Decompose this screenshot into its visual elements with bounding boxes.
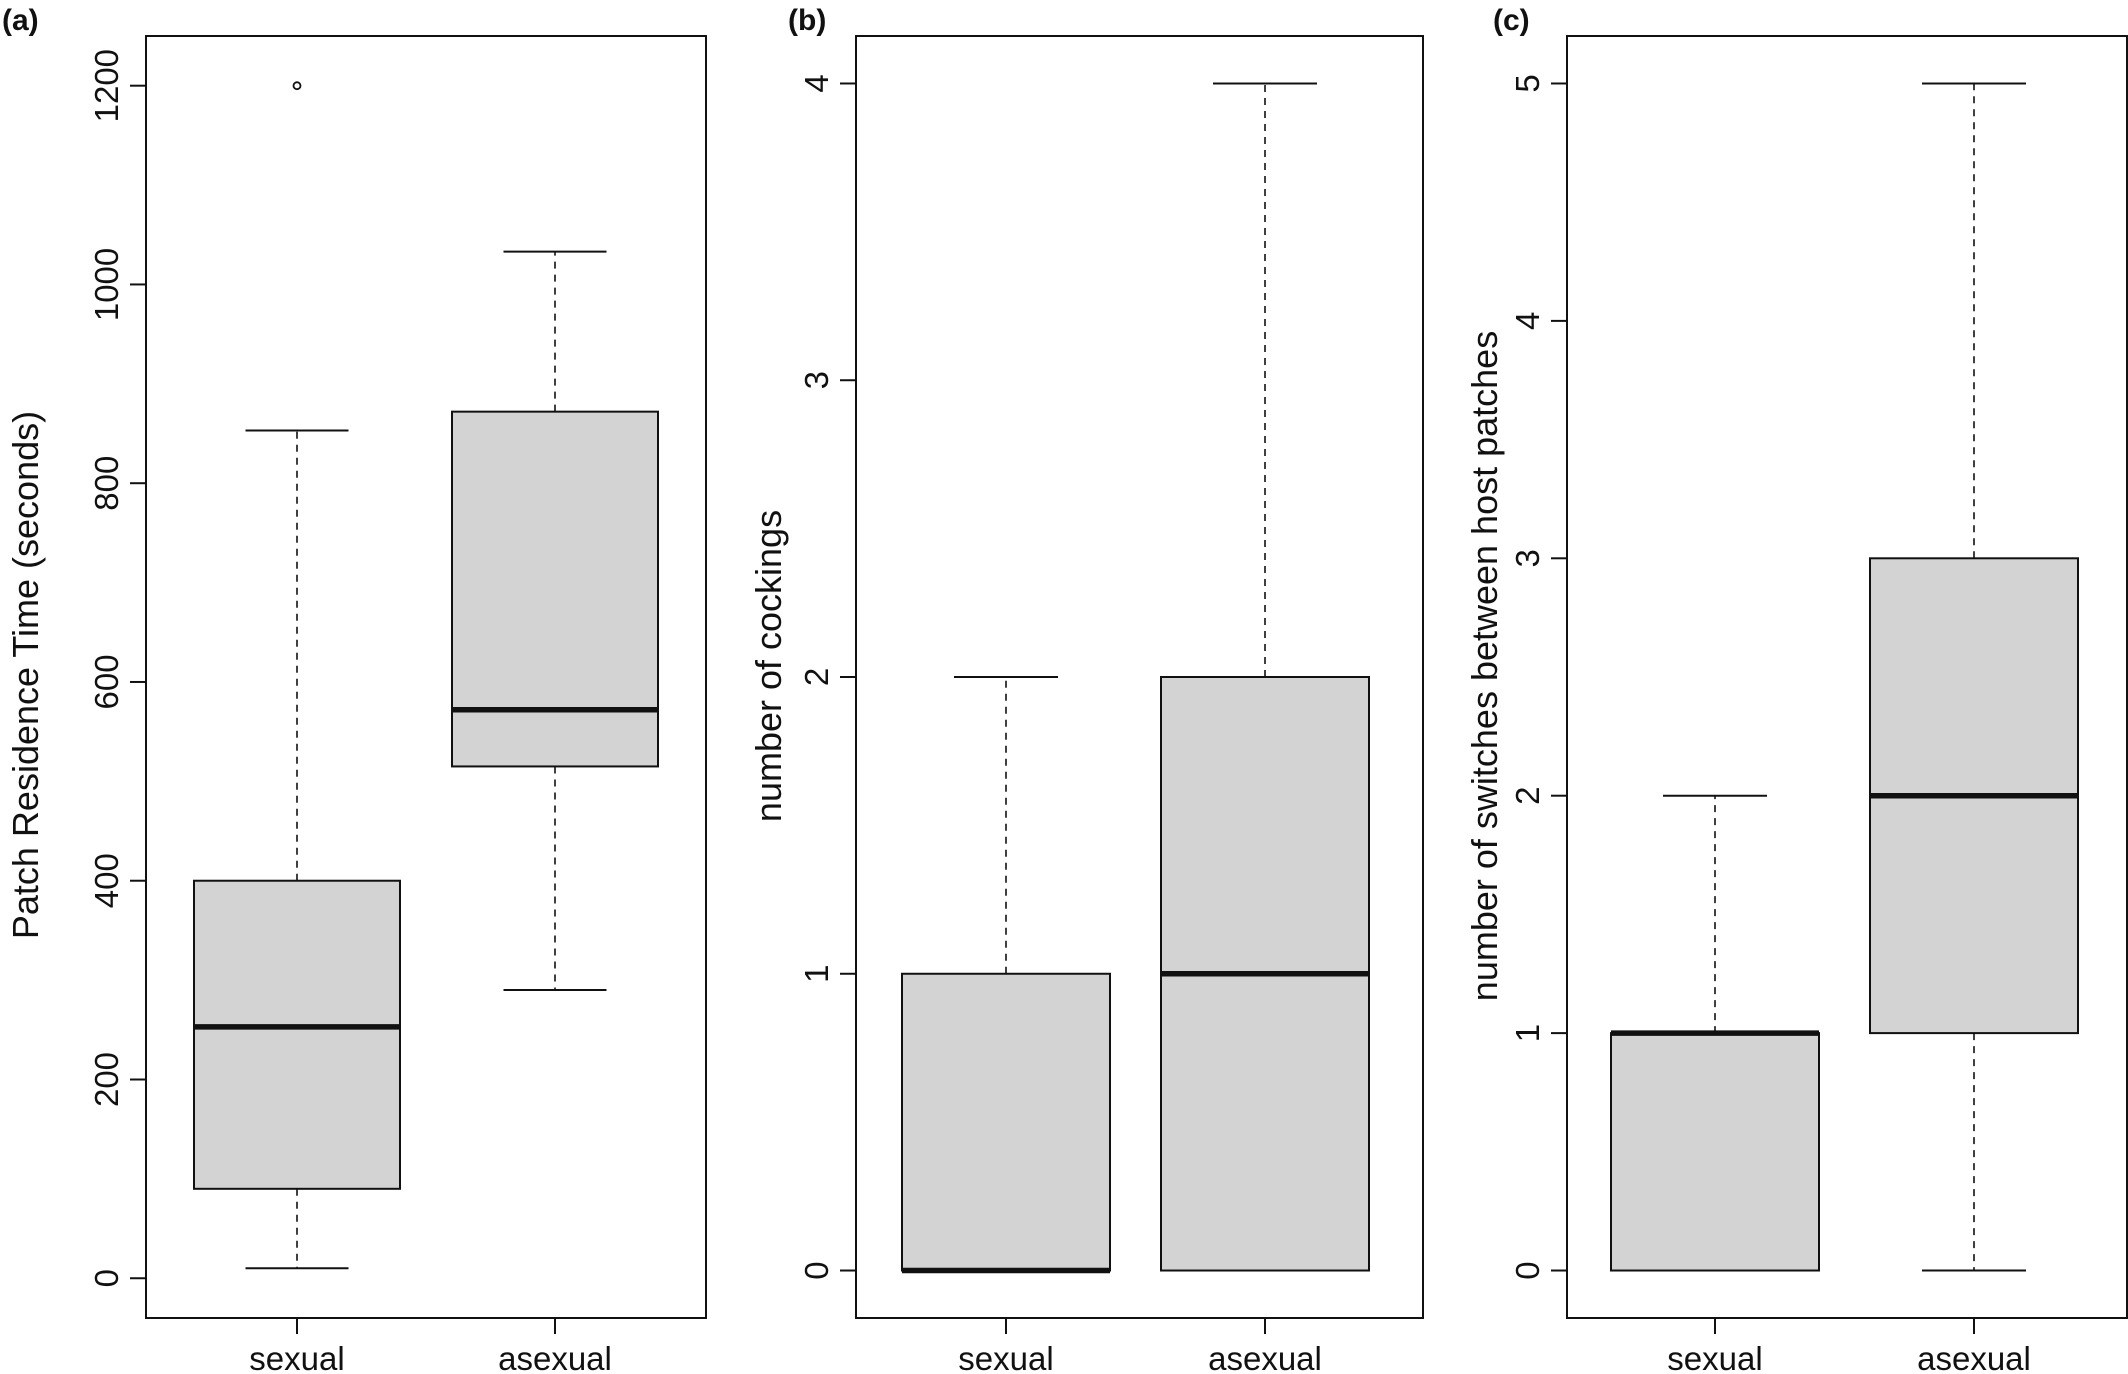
panel-b: (b) number of cockings <box>748 4 826 822</box>
y-tick-label: 4 <box>798 74 835 92</box>
x-category-label: asexual <box>1917 1340 2031 1374</box>
x-category-label: sexual <box>249 1340 344 1374</box>
x-category-label: sexual <box>958 1340 1053 1374</box>
y-tick-label: 1200 <box>88 49 125 122</box>
iqr-box <box>901 972 1111 1272</box>
box-asexual <box>1160 82 1370 1272</box>
x-category-label: asexual <box>1208 1340 1322 1374</box>
plot-area-1: 0 200 400 600 800 1000 1200 sexual asexual <box>88 35 707 1374</box>
outlier-point <box>292 81 302 91</box>
y-tick-label: 2 <box>1509 787 1546 805</box>
y-tick-label: 3 <box>798 371 835 389</box>
box-sexual <box>1610 794 1820 1272</box>
box-asexual <box>451 250 659 992</box>
y-tick-label: 200 <box>88 1052 125 1107</box>
plot-frame <box>145 35 707 1319</box>
iqr-box <box>1610 1032 1820 1272</box>
y-tick-label: 5 <box>1509 74 1546 92</box>
panel-label-c: (c) <box>1493 4 1530 37</box>
y-axis-title-a: Patch Residence Time (seconds) <box>5 411 46 939</box>
y-tick-label: 400 <box>88 853 125 908</box>
y-axis-title-c: number of switches between host patches <box>1464 331 1505 1001</box>
plot-area-3: 0 1 2 3 4 5 sexual asexual <box>1509 35 2128 1374</box>
plot-frame <box>1566 35 2128 1319</box>
panel-label-a: (a) <box>2 4 39 37</box>
box-asexual <box>1869 82 2079 1272</box>
box-sexual <box>901 676 1111 1274</box>
y-tick-label: 800 <box>88 456 125 511</box>
panel-c: (c) number of switches between host patc… <box>1464 4 1530 1001</box>
y-tick-label: 2 <box>798 668 835 686</box>
y-tick-label: 1000 <box>88 248 125 321</box>
y-tick-label: 1 <box>798 965 835 983</box>
y-tick-label: 3 <box>1509 549 1546 567</box>
panel-label-b: (b) <box>788 4 826 37</box>
y-tick-label: 0 <box>798 1261 835 1279</box>
y-tick-label: 600 <box>88 654 125 709</box>
y-tick-label: 4 <box>1509 312 1546 330</box>
y-axis-title-b: number of cockings <box>748 510 789 822</box>
y-tick-label: 1 <box>1509 1024 1546 1042</box>
x-category-label: asexual <box>498 1340 612 1374</box>
plot-area-2: 0 1 2 3 4 sexual asexual <box>798 35 1424 1374</box>
y-tick-label: 0 <box>1509 1261 1546 1279</box>
panel-a: (a) Patch Residence Time (seconds) <box>2 4 46 939</box>
box-sexual <box>193 81 401 1270</box>
iqr-box <box>193 879 401 1190</box>
y-tick-label: 0 <box>88 1269 125 1287</box>
iqr-box <box>451 410 659 768</box>
x-category-label: sexual <box>1667 1340 1762 1374</box>
